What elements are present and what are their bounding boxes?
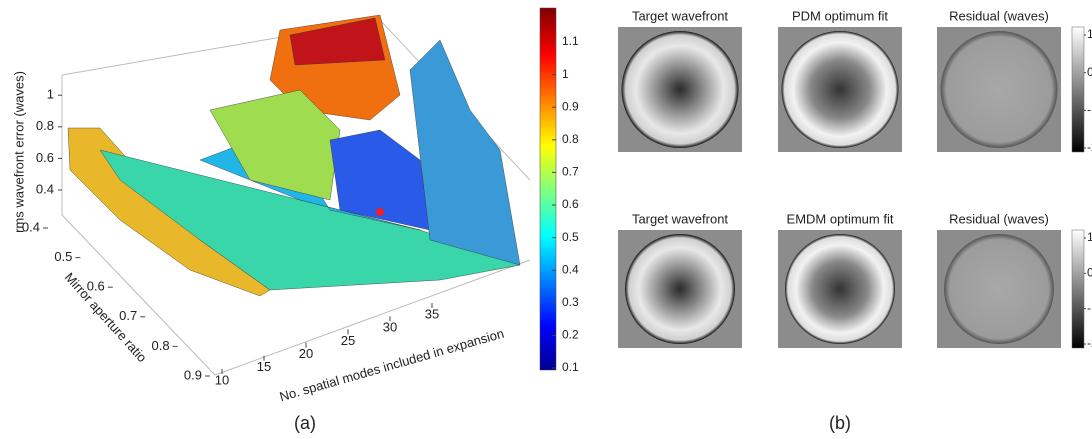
wavefront-image (621, 31, 739, 148)
wavefront-image (940, 31, 1058, 148)
z-tick-label: 1 (47, 87, 54, 102)
z-tick-label: 0.4 (36, 181, 54, 196)
x-tick-label: 30 (383, 320, 397, 335)
panel-a: rms wavefront error (waves) Mirror apert… (11, 7, 557, 433)
y-tick-label: 0.6 (87, 279, 105, 294)
colorbar-tick-label: 1 (1087, 27, 1092, 41)
colorbar-tick-label: -2 (1087, 336, 1092, 350)
colorbar-tick-label: 0 (1087, 65, 1092, 79)
image-title: PDM optimum fit (792, 8, 888, 23)
colorbar-tick-label: 0.3 (562, 295, 579, 309)
y-tick-label: 0.8 (152, 338, 170, 353)
wavefront-image (625, 234, 735, 344)
image-title: Target wavefront (632, 211, 728, 226)
colorbar (1071, 229, 1085, 349)
x-axis-label: No. spatial modes included in expansion (278, 326, 506, 405)
z-tick-label: 0.6 (36, 150, 54, 165)
wavefront-image (785, 234, 895, 344)
x-tick-label: 10 (215, 372, 229, 387)
y-tick-label: 0.7 (119, 308, 137, 323)
colorbar-tick-label: 0.1 (562, 360, 579, 374)
image-title: Residual (waves) (949, 8, 1049, 23)
x-tick-label: 20 (299, 346, 313, 361)
colorbar-tick-label: 0.8 (562, 132, 579, 146)
colorbar (1071, 26, 1085, 153)
colorbar-tick-label: 0.7 (562, 165, 579, 179)
y-tick-label: 0.9 (184, 367, 202, 382)
colorbar-tick-label: 0.4 (562, 262, 579, 276)
colorbar-tick-label: 0.2 (562, 328, 579, 342)
y-tick-label: 0.5 (54, 249, 72, 264)
caption: (b) (829, 413, 851, 433)
colorbar (539, 7, 557, 371)
x-tick-label: 35 (425, 306, 439, 321)
z-axis-label: rms wavefront error (waves) (11, 71, 26, 233)
image-title: EMDM optimum fit (787, 211, 894, 226)
colorbar-tick-label: 1 (562, 67, 569, 81)
image-title: Target wavefront (632, 8, 728, 23)
colorbar-tick-label: -2 (1087, 140, 1092, 154)
colorbar-tick-label: 1 (1087, 230, 1092, 244)
colorbar-tick-label: -1 (1087, 301, 1092, 315)
caption: (a) (294, 413, 316, 433)
wavefront-image (944, 234, 1054, 344)
colorbar-tick-label: -1 (1087, 103, 1092, 117)
colorbar-tick-label: 0.5 (562, 230, 579, 244)
z-tick-label: 0.8 (36, 118, 54, 133)
colorbar-tick-label: 0.6 (562, 197, 579, 211)
colorbar-tick-label: 1.1 (562, 34, 579, 48)
colorbar-tick-label: 0.9 (562, 99, 579, 113)
panel-b: (b) Target wavefront PDM optimum fit Resid… (618, 8, 1092, 433)
colorbar-tick-label: 0 (1087, 266, 1092, 280)
wavefront-image (781, 31, 899, 148)
surface (67, 14, 521, 297)
y-tick-label: 0.4 (22, 219, 40, 234)
image-title: Residual (waves) (949, 211, 1049, 226)
x-tick-label: 25 (341, 333, 355, 348)
x-tick-label: 15 (257, 359, 271, 374)
